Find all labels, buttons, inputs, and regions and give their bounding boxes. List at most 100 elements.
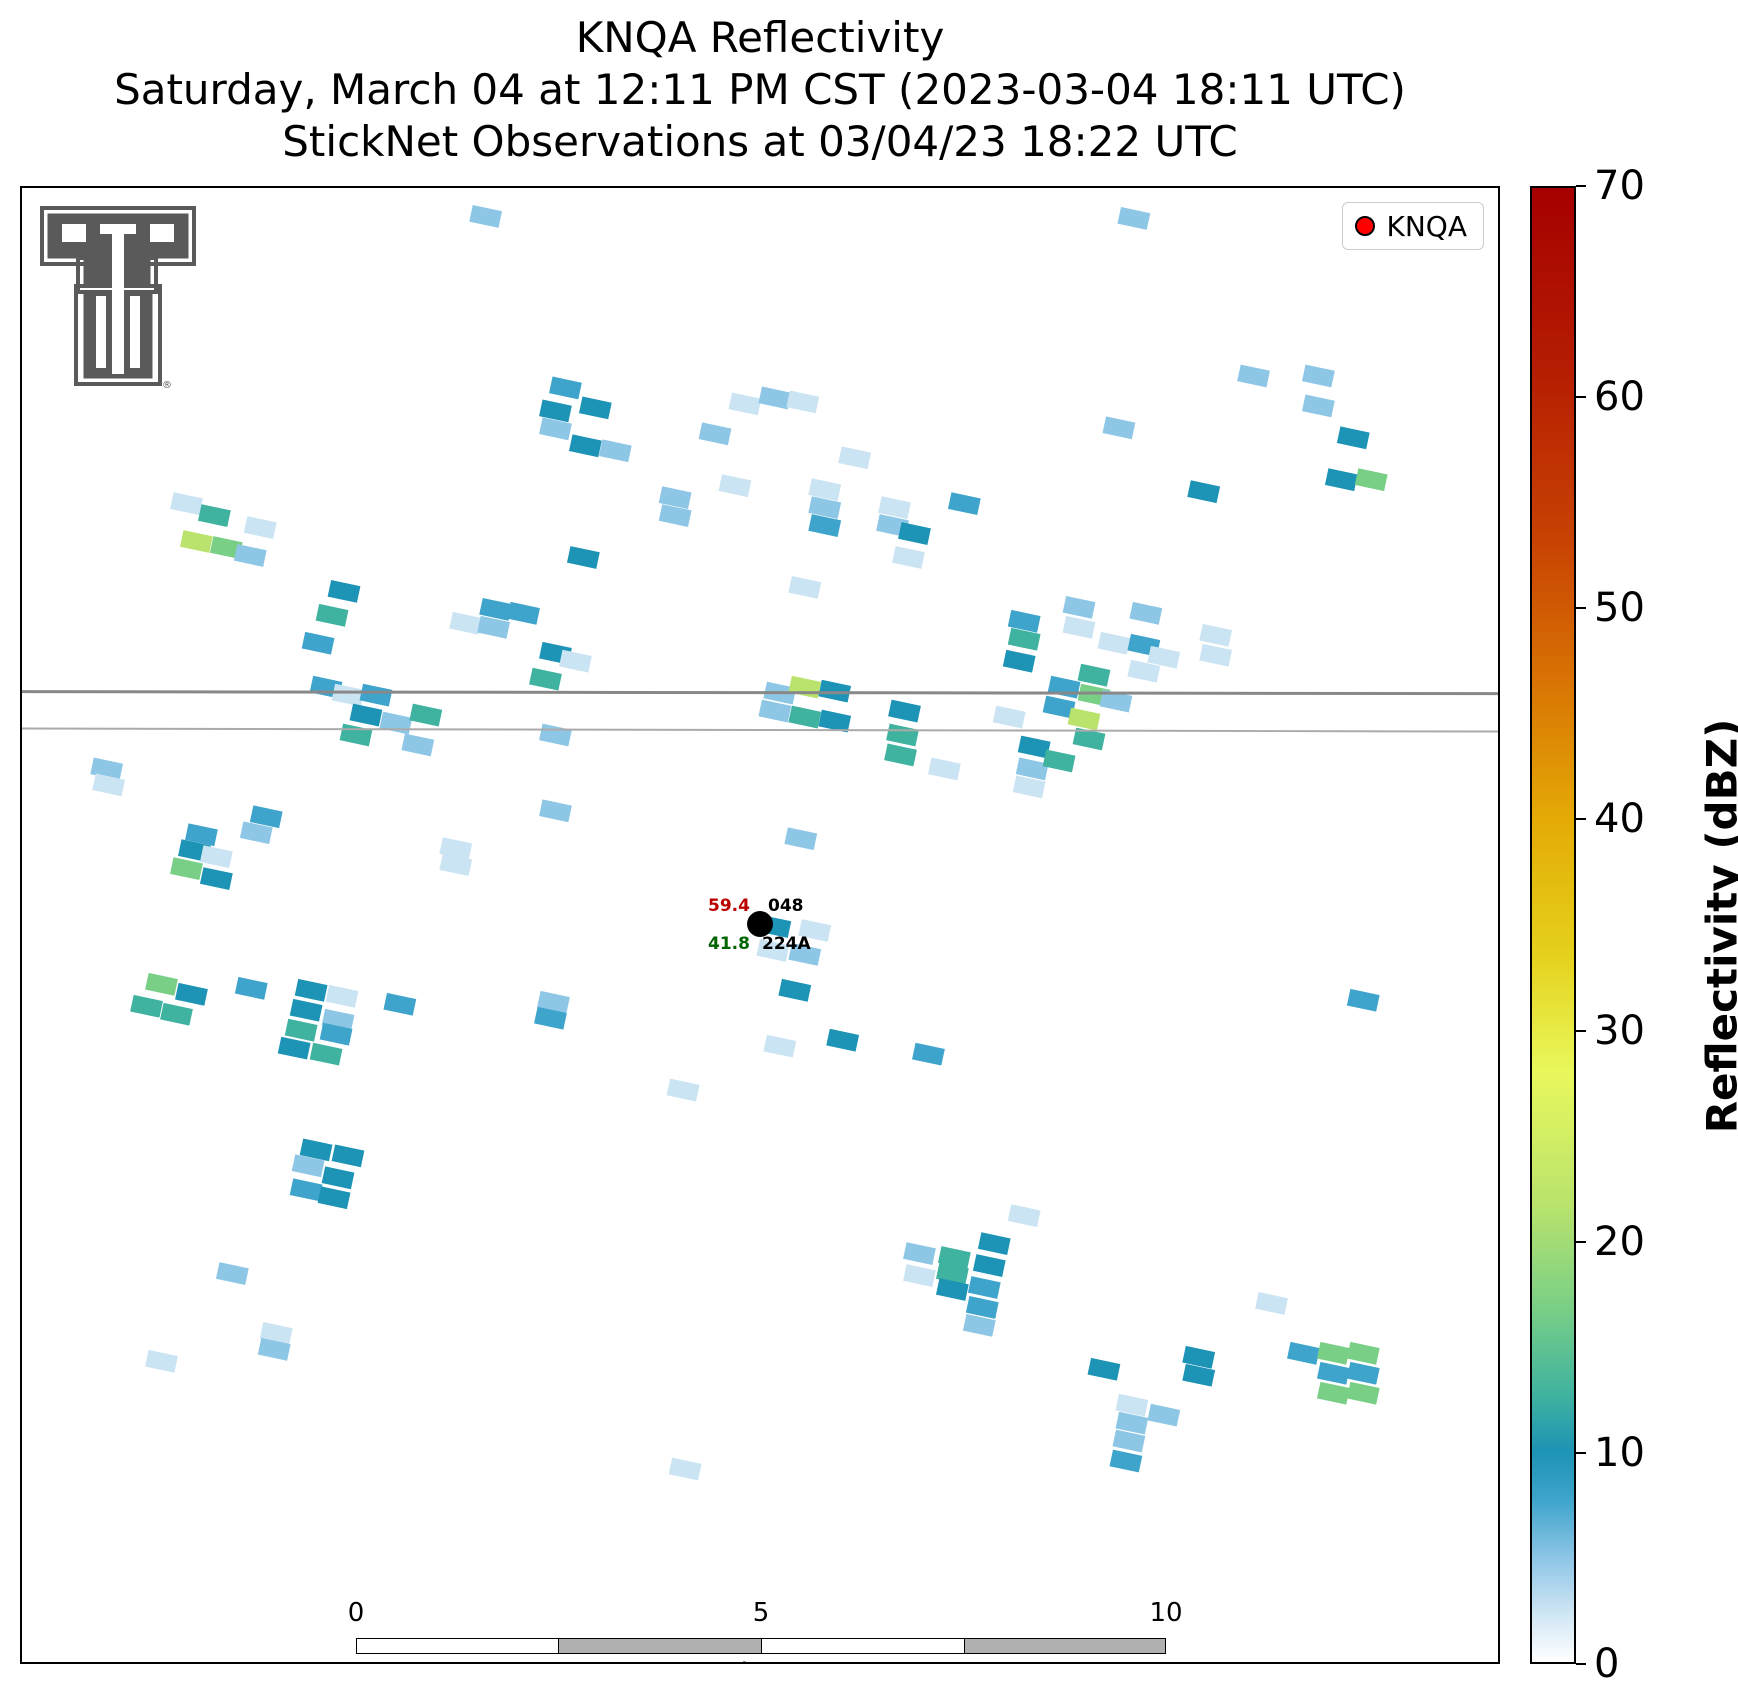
reflectivity-gate	[1115, 1393, 1149, 1417]
colorbar-tick-mark	[1576, 818, 1586, 821]
reflectivity-gate	[559, 649, 592, 673]
reflectivity-gate	[666, 1078, 700, 1102]
reflectivity-gate	[1147, 1403, 1181, 1427]
reflectivity-gate	[175, 982, 208, 1006]
reflectivity-gate	[977, 1232, 1011, 1256]
reflectivity-gate	[1147, 645, 1181, 669]
reflectivity-gate	[1324, 468, 1358, 492]
reflectivity-gate	[884, 743, 917, 767]
reflectivity-gate	[1115, 1411, 1149, 1435]
reflectivity-gate	[331, 683, 365, 707]
reflectivity-gate	[1042, 695, 1076, 719]
station-dewpoint: 41.8	[708, 934, 750, 954]
reflectivity-gate	[1199, 623, 1233, 647]
reflectivity-gate	[257, 1337, 291, 1361]
reflectivity-gate	[1062, 595, 1096, 619]
reflectivity-gate	[798, 919, 832, 942]
reflectivity-gate	[319, 1022, 353, 1046]
title-datetime: Saturday, March 04 at 12:11 PM CST (2023…	[114, 65, 1406, 114]
reflectivity-gate	[1129, 601, 1163, 625]
reflectivity-gate	[1017, 735, 1051, 759]
reflectivity-gate	[539, 723, 572, 747]
reflectivity-gate	[568, 434, 602, 458]
reflectivity-gate	[1346, 988, 1380, 1012]
reflectivity-gate	[233, 544, 267, 567]
reflectivity-gate	[479, 597, 513, 621]
reflectivity-gate	[209, 536, 243, 559]
station-temperature: 59.4	[708, 896, 750, 916]
reflectivity-gate	[668, 1457, 702, 1481]
reflectivity-gate	[566, 546, 600, 569]
reflectivity-gate	[309, 1042, 343, 1066]
reflectivity-gate	[534, 1006, 567, 1030]
reflectivity-gate	[277, 1036, 311, 1060]
reflectivity-gate	[937, 1246, 971, 1269]
reflectivity-gate	[903, 1242, 936, 1265]
reflectivity-gate	[449, 611, 483, 635]
reflectivity-gate	[778, 978, 812, 1002]
reflectivity-gate	[507, 601, 540, 625]
reflectivity-gate	[537, 990, 570, 1014]
colorbar-tick-label: 60	[1594, 374, 1645, 421]
reflectivity-gate	[170, 857, 203, 881]
colorbar-tick-label: 50	[1594, 585, 1645, 632]
reflectivity-gate	[1042, 749, 1076, 773]
reflectivity-gate	[1047, 675, 1081, 699]
reflectivity-gate	[401, 733, 435, 757]
reflectivity-gate	[763, 1034, 797, 1058]
colorbar-tick-label: 70	[1594, 163, 1645, 209]
title-radar: KNQA Reflectivity	[575, 13, 945, 62]
reflectivity-gate	[658, 486, 692, 510]
reflectivity-gate	[1301, 394, 1335, 418]
reflectivity-gate	[379, 711, 413, 735]
scale-segment	[558, 1638, 762, 1654]
colorbar-tick-mark	[1576, 185, 1586, 187]
boundary-line	[22, 727, 1498, 733]
reflectivity-gate	[145, 1349, 178, 1373]
reflectivity-gate	[1237, 364, 1270, 388]
reflectivity-gate	[130, 994, 163, 1018]
reflectivity-gate	[291, 1154, 325, 1178]
reflectivity-gate	[409, 703, 443, 727]
reflectivity-gate	[284, 1018, 318, 1042]
reflectivity-gate	[878, 496, 911, 520]
colorbar-tick-label: 0	[1594, 1641, 1620, 1687]
reflectivity-gate	[1316, 1381, 1350, 1405]
reflectivity-gate	[359, 683, 393, 707]
reflectivity-gate	[1077, 663, 1111, 687]
reflectivity-gate	[967, 1276, 1001, 1299]
reflectivity-gate	[234, 976, 268, 1000]
scale-segment	[761, 1638, 965, 1654]
reflectivity-gate	[1007, 609, 1041, 633]
station-marker	[747, 911, 773, 937]
reflectivity-gate	[170, 492, 203, 516]
reflectivity-gate	[259, 1321, 293, 1345]
reflectivity-gate	[1336, 426, 1370, 450]
reflectivity-gate	[197, 504, 231, 528]
reflectivity-gate	[1112, 1429, 1146, 1453]
reflectivity-gate	[1187, 480, 1221, 504]
reflectivity-gate	[180, 530, 213, 553]
reflectivity-gate	[658, 504, 692, 528]
reflectivity-gate	[1287, 1341, 1320, 1365]
reflectivity-gate	[1007, 627, 1041, 651]
colorbar-tick-mark	[1576, 1029, 1586, 1032]
reflectivity-gate	[145, 972, 178, 996]
texas-tech-logo: ®	[40, 206, 196, 391]
reflectivity-gate	[818, 679, 852, 703]
reflectivity-gate	[1127, 659, 1161, 683]
reflectivity-gate	[1015, 757, 1049, 781]
reflectivity-gate	[578, 396, 612, 420]
reflectivity-gate	[539, 799, 572, 823]
reflectivity-gate	[539, 417, 572, 441]
radar-map: ® KNQA 59.4 048 41.8 224A 0 5 10 km	[20, 186, 1500, 1664]
reflectivity-gate	[199, 845, 233, 869]
colorbar-tick-mark	[1576, 1240, 1586, 1243]
colorbar-tick-mark	[1576, 607, 1586, 610]
reflectivity-gate	[325, 984, 359, 1008]
reflectivity-gate	[935, 1278, 969, 1301]
reflectivity-gate	[1067, 707, 1101, 731]
reflectivity-gate	[243, 516, 277, 539]
reflectivity-gate	[718, 474, 752, 498]
reflectivity-gates	[90, 205, 1388, 1481]
